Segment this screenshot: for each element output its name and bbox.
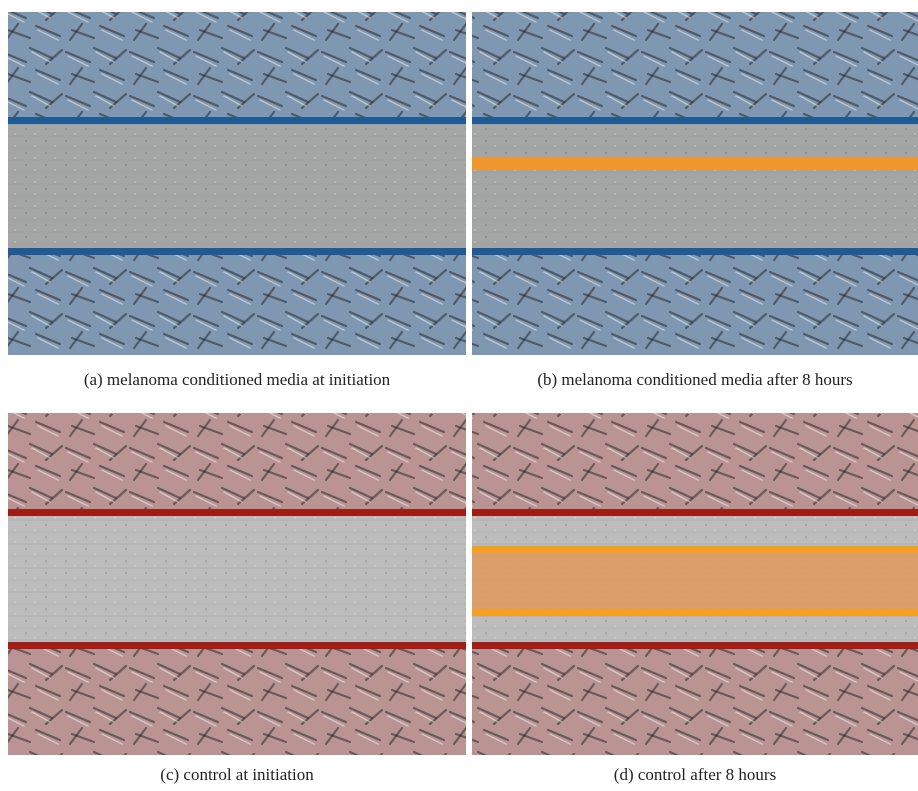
boundary-line [8, 642, 466, 649]
boundary-line [472, 509, 918, 516]
front-line [472, 609, 918, 616]
boundary-line [8, 248, 466, 255]
boundary-line [8, 117, 466, 124]
cells [472, 12, 918, 118]
gap-band [472, 548, 918, 614]
front-line [472, 546, 918, 553]
panel-a [8, 12, 466, 355]
cells [8, 254, 466, 355]
cells [472, 413, 918, 509]
boundary-line [472, 248, 918, 255]
boundary-line [472, 642, 918, 649]
front-line [472, 157, 918, 170]
cells [8, 649, 466, 755]
caption: (b) melanoma conditioned media after 8 h… [537, 370, 852, 389]
cells [8, 413, 466, 509]
cells [8, 12, 466, 118]
caption: (c) control at initiation [160, 765, 314, 784]
cells [472, 649, 918, 755]
figure: (a) melanoma conditioned media at initia… [0, 0, 918, 791]
boundary-line [8, 509, 466, 516]
boundary-line [472, 117, 918, 124]
panel-c [8, 413, 466, 755]
caption: (d) control after 8 hours [614, 765, 776, 784]
panel-d [472, 413, 918, 755]
panel-b [472, 12, 918, 355]
caption: (a) melanoma conditioned media at initia… [84, 370, 391, 389]
cells [472, 254, 918, 355]
